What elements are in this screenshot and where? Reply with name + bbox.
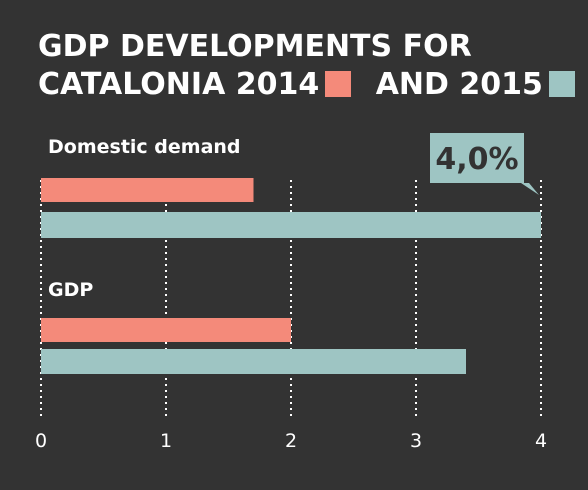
title-line-2: CATALONIA 2014 AND 2015 <box>38 66 575 104</box>
category-label-1: GDP <box>48 279 93 301</box>
tick-label-1: 1 <box>160 430 172 452</box>
bar-1-2014 <box>41 318 291 342</box>
tick-label-0: 0 <box>35 430 47 452</box>
legend-swatch-2015 <box>548 71 575 97</box>
callout-label: 4,0% <box>435 142 518 177</box>
tick-label-2: 2 <box>285 430 297 452</box>
tick-label-3: 3 <box>410 430 422 452</box>
bar-0-2014 <box>41 178 254 202</box>
title-line-1: GDP DEVELOPMENTS FOR <box>38 29 472 64</box>
bar-1-2015 <box>41 349 466 374</box>
bar-0-2015 <box>41 212 541 238</box>
tick-label-4: 4 <box>535 430 547 452</box>
title-2014-text: CATALONIA 2014 <box>38 67 320 102</box>
title-2015-text: AND 2015 <box>375 67 543 102</box>
callout-box <box>430 133 539 195</box>
chart-title: GDP DEVELOPMENTS FOR CATALONIA 2014 AND … <box>38 28 575 104</box>
category-label-0: Domestic demand <box>48 136 241 158</box>
legend-swatch-2014 <box>325 71 352 97</box>
